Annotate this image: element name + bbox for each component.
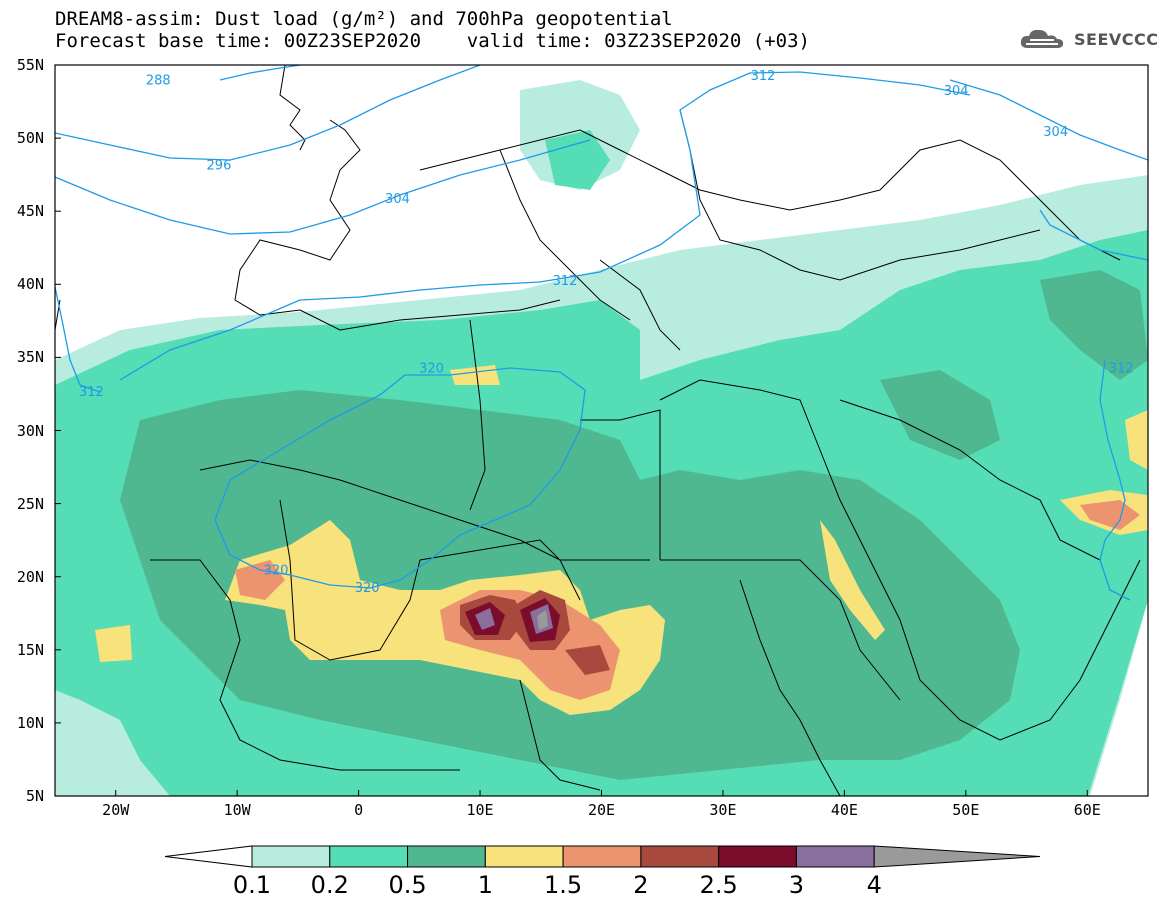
colorbar-level-label: 1.5 (544, 871, 583, 899)
contour-labels: 288 296 304 312 320 312 320 320 312 304 304 312 (79, 69, 1134, 596)
colorbar-level-label: 0.2 (310, 871, 349, 899)
lon-label: 10E (466, 801, 494, 819)
dust-level-4 (537, 610, 548, 630)
colorbar-level-label: 4 (866, 871, 882, 899)
contour-label: 304 (944, 84, 969, 99)
dust-level-0.2 (545, 130, 610, 190)
dust-level-3 (475, 608, 495, 630)
map-header: DREAM8-assim: Dust load (g/m²) and 700hP… (55, 8, 810, 52)
lat-label: 25N (16, 494, 44, 513)
dust-level-1 (95, 625, 132, 662)
forecast-time-line: Forecast base time: 00Z23SEP2020 valid t… (55, 30, 810, 52)
colorbar-swatch (562, 845, 642, 868)
colorbar-swatch (251, 845, 331, 868)
contour-296 (55, 65, 481, 161)
colorbar-level-label: 0.1 (232, 871, 272, 899)
country-borders (55, 65, 1141, 796)
contour-312-east-b (1099, 359, 1131, 601)
logo-text: SEEVCCC (1074, 29, 1159, 49)
colorbar-swatch (640, 845, 720, 868)
contour-label: 304 (1043, 125, 1068, 140)
colorbar-level-label: 3 (788, 871, 805, 899)
map-area (55, 65, 1148, 796)
colorbar-swatch (795, 845, 875, 868)
contour-312-east (1039, 209, 1148, 261)
lat-label: 50N (16, 129, 44, 148)
lon-label: 40E (830, 801, 858, 819)
contour-label: 320 (355, 581, 380, 596)
title-line: DREAM8-assim: Dust load (g/m²) and 700hP… (55, 8, 673, 30)
lat-label: 35N (16, 348, 44, 367)
dust-level-2 (565, 645, 610, 675)
colorbar-swatch (484, 845, 564, 868)
colorbar-swatch (329, 845, 409, 868)
lon-label: 0 (354, 801, 364, 819)
geopotential-contours (55, 65, 1148, 601)
lon-label: 30E (709, 801, 737, 819)
dust-level-0.5 (1040, 270, 1148, 380)
contour-288 (219, 65, 301, 81)
contour-label: 312 (751, 69, 776, 84)
contour-312-west-b (119, 299, 301, 381)
contour-label: 312 (1109, 362, 1134, 377)
colorbar (164, 845, 1041, 868)
contour-label: 296 (207, 158, 232, 173)
lat-label: 55N (16, 56, 44, 74)
lon-label: 20E (587, 801, 616, 819)
colorbar-over-arrow (873, 845, 1041, 868)
lon-label: 50E (952, 801, 980, 819)
contour-label: 288 (146, 74, 171, 89)
dust-field-layer (55, 80, 1148, 796)
contour-label: 320 (419, 362, 444, 377)
lat-label: 30N (16, 421, 44, 440)
contour-label: 304 (385, 192, 410, 207)
lat-label: 10N (16, 713, 44, 732)
contour-label: 320 (264, 563, 289, 578)
contour-312-west (55, 286, 101, 393)
axis-ticks (55, 64, 1088, 797)
contour-304-east (949, 79, 1148, 161)
contour-label: 312 (553, 274, 578, 289)
colorbar-level-label: 2.5 (699, 871, 738, 899)
seevccc-logo: SEEVCCC (1018, 26, 1159, 52)
colorbar-level-label: 2 (633, 871, 649, 899)
lon-label: 20W (102, 801, 130, 819)
lat-label: 5N (25, 787, 44, 805)
lon-label: 10W (223, 801, 251, 819)
colorbar-level-label: 1 (477, 871, 493, 899)
lat-label: 20N (16, 567, 44, 586)
dust-level-1 (1125, 410, 1148, 470)
lat-label: 15N (16, 640, 44, 659)
dust-level-1.5 (1080, 500, 1140, 530)
dust-level-0.5 (880, 370, 1000, 460)
colorbar-swatch (407, 845, 486, 868)
contour-312-north (299, 71, 971, 301)
contour-label: 312 (79, 385, 104, 400)
colorbar-under-arrow (164, 845, 253, 868)
cloud-icon (1020, 29, 1064, 48)
lat-label: 40N (16, 275, 44, 294)
contour-320 (214, 367, 586, 589)
dust-level-1 (820, 520, 885, 640)
contour-304 (55, 139, 591, 235)
colorbar-level-label: 0.5 (388, 871, 427, 899)
dust-level-1.5 (235, 560, 285, 600)
colorbar-swatch (718, 845, 797, 868)
lat-label: 45N (16, 202, 44, 221)
lon-label: 60E (1073, 801, 1101, 819)
